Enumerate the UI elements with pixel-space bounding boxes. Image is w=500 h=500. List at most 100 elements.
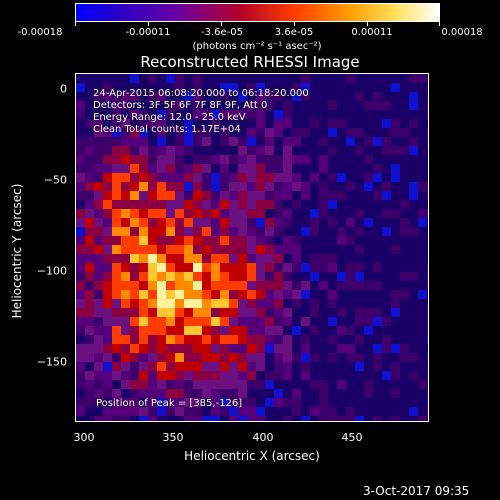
heatmap-cell xyxy=(346,272,355,281)
heatmap-cell xyxy=(103,272,112,281)
heatmap-cell xyxy=(85,173,94,182)
heatmap-cell xyxy=(238,119,247,128)
heatmap-cell xyxy=(310,353,319,362)
heatmap-cell xyxy=(148,353,157,362)
heatmap-cell xyxy=(193,191,202,200)
heatmap-cell xyxy=(175,254,184,263)
heatmap-cell xyxy=(229,227,238,236)
heatmap-cell xyxy=(112,236,121,245)
heatmap-cell xyxy=(400,299,409,308)
heatmap-cell xyxy=(274,137,283,146)
heatmap-cell xyxy=(400,164,409,173)
heatmap-cell xyxy=(76,155,85,164)
heatmap-cell xyxy=(112,209,121,218)
heatmap-cell xyxy=(292,290,301,299)
heatmap-cell xyxy=(409,371,418,380)
heatmap-cell xyxy=(373,245,382,254)
heatmap-cell xyxy=(427,380,428,389)
heatmap-cell xyxy=(373,290,382,299)
heatmap-cell xyxy=(166,299,175,308)
heatmap-cell xyxy=(256,380,265,389)
heatmap-cell xyxy=(76,146,85,155)
heatmap-cell xyxy=(346,290,355,299)
heatmap-cell xyxy=(391,335,400,344)
heatmap-cell xyxy=(121,119,130,128)
heatmap-cell xyxy=(418,272,427,281)
heatmap-cell xyxy=(346,362,355,371)
heatmap-cell xyxy=(409,407,418,416)
heatmap-cell xyxy=(202,281,211,290)
colorbar-tick xyxy=(367,22,368,26)
heatmap-cell xyxy=(328,236,337,245)
heatmap-cell xyxy=(211,137,220,146)
heatmap-cell xyxy=(265,155,274,164)
heatmap-cell xyxy=(373,416,382,421)
heatmap-cell xyxy=(220,92,229,101)
heatmap-cell xyxy=(157,218,166,227)
heatmap-cell xyxy=(157,128,166,137)
heatmap-cell xyxy=(247,380,256,389)
heatmap-cell xyxy=(184,209,193,218)
heatmap-cell xyxy=(76,362,85,371)
heatmap-cell xyxy=(346,191,355,200)
heatmap-cell xyxy=(238,254,247,263)
heatmap-cell xyxy=(382,182,391,191)
heatmap-cell xyxy=(301,182,310,191)
heatmap-cell xyxy=(400,110,409,119)
heatmap-cell xyxy=(355,200,364,209)
heatmap-cell xyxy=(292,119,301,128)
heatmap-cell xyxy=(94,398,103,407)
heatmap-cell xyxy=(121,209,130,218)
heatmap-cell xyxy=(283,92,292,101)
heatmap-cell xyxy=(319,119,328,128)
heatmap-cell xyxy=(157,290,166,299)
heatmap-cell xyxy=(400,326,409,335)
heatmap-cell xyxy=(184,272,193,281)
heatmap-cell xyxy=(193,101,202,110)
heatmap-cell xyxy=(292,335,301,344)
heatmap-cell xyxy=(418,317,427,326)
heatmap-cell xyxy=(238,236,247,245)
heatmap-cell xyxy=(355,101,364,110)
heatmap-cell xyxy=(184,290,193,299)
heatmap-cell xyxy=(301,281,310,290)
heatmap-cell xyxy=(355,236,364,245)
heatmap-cell xyxy=(103,335,112,344)
heatmap-cell xyxy=(202,191,211,200)
heatmap-cell xyxy=(364,308,373,317)
heatmap-cell xyxy=(328,137,337,146)
heatmap-cell xyxy=(427,299,428,308)
heatmap-cell xyxy=(400,398,409,407)
heatmap-cell xyxy=(184,371,193,380)
heatmap-cell xyxy=(112,335,121,344)
heatmap-cell xyxy=(328,281,337,290)
heatmap-cell xyxy=(256,335,265,344)
heatmap-cell xyxy=(193,407,202,416)
heatmap-cell xyxy=(265,128,274,137)
heatmap-cell xyxy=(310,164,319,173)
heatmap-cell xyxy=(220,200,229,209)
heatmap-cell xyxy=(238,317,247,326)
heatmap-cell xyxy=(157,227,166,236)
heatmap-cell xyxy=(94,218,103,227)
heatmap-cell xyxy=(256,407,265,416)
heatmap-cell xyxy=(94,83,103,92)
heatmap-cell xyxy=(94,317,103,326)
heatmap-cell xyxy=(292,110,301,119)
heatmap-cell xyxy=(409,209,418,218)
heatmap-cell xyxy=(76,110,85,119)
heatmap-cell xyxy=(355,146,364,155)
heatmap-cell xyxy=(292,389,301,398)
heatmap-cell xyxy=(103,119,112,128)
heatmap-cell xyxy=(346,389,355,398)
heatmap-cell xyxy=(94,245,103,254)
heatmap-cell xyxy=(121,335,130,344)
heatmap-cell xyxy=(121,155,130,164)
heatmap-cell xyxy=(256,191,265,200)
heatmap-cell xyxy=(139,101,148,110)
heatmap-cell xyxy=(184,218,193,227)
heatmap-cell xyxy=(292,137,301,146)
heatmap-cell xyxy=(238,362,247,371)
colorbar-tick xyxy=(75,22,76,26)
heatmap-cell xyxy=(112,263,121,272)
